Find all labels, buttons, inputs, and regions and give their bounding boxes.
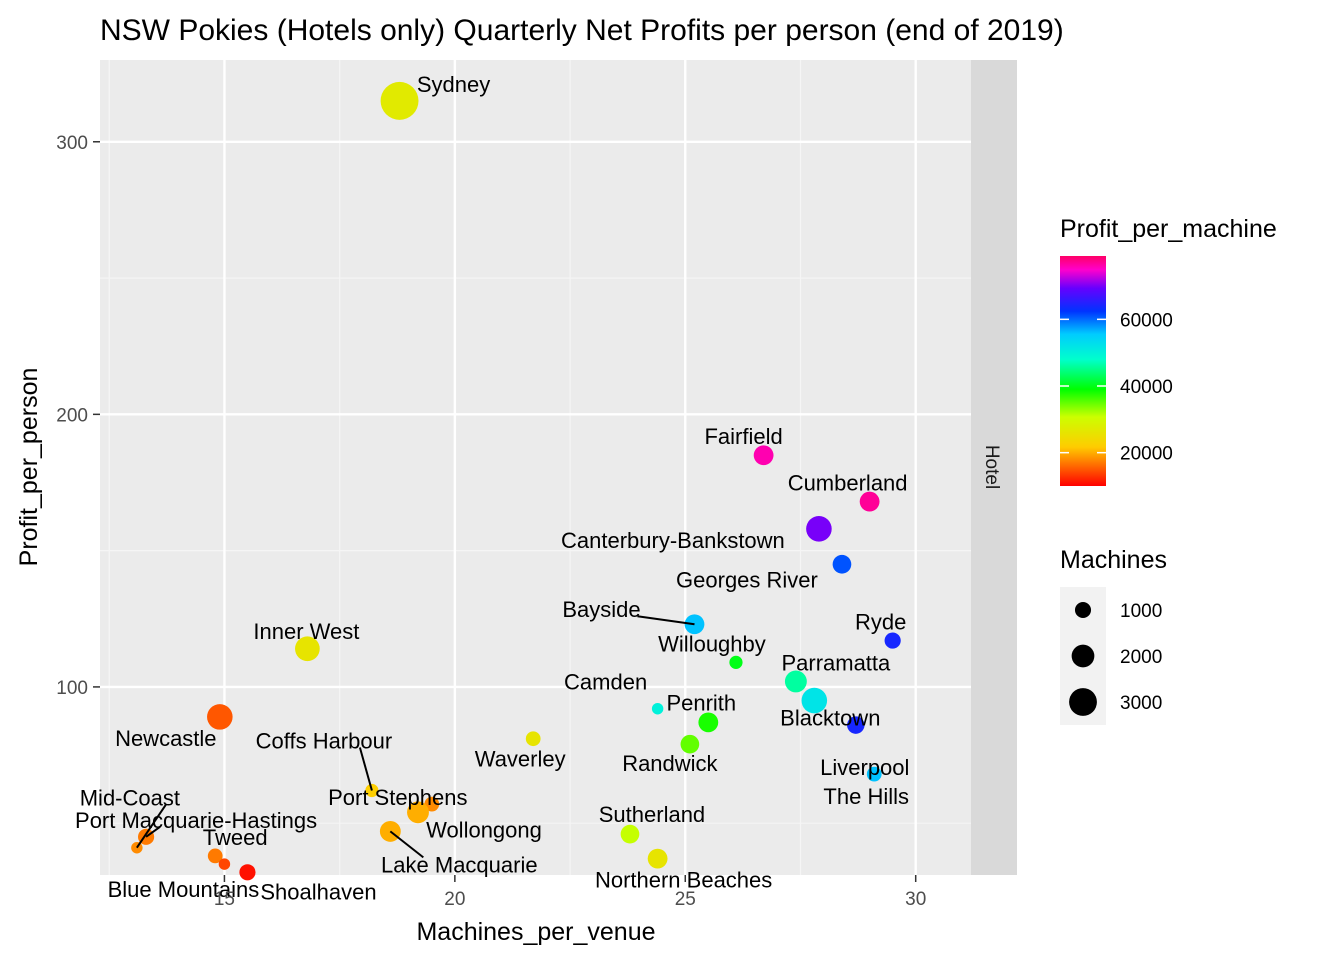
label-willoughby: Willoughby bbox=[658, 631, 766, 656]
label-mid-coast: Mid-Coast bbox=[80, 786, 180, 811]
label-parramatta: Parramatta bbox=[781, 650, 891, 675]
label-newcastle: Newcastle bbox=[115, 726, 216, 751]
point-northern-beaches bbox=[647, 848, 668, 869]
x-tick-label: 25 bbox=[675, 889, 696, 910]
color-legend-label: 60000 bbox=[1120, 310, 1173, 331]
label-liverpool: Liverpool bbox=[820, 755, 909, 780]
point-camden bbox=[651, 703, 664, 715]
facet-strip bbox=[971, 60, 1017, 875]
chart-title: NSW Pokies (Hotels only) Quarterly Net P… bbox=[100, 14, 1064, 47]
label-northern-beaches: Northern Beaches bbox=[595, 868, 772, 893]
size-legend-label: 3000 bbox=[1120, 693, 1162, 714]
label-lake-macquarie: Lake Macquarie bbox=[381, 852, 538, 877]
point-the-hills bbox=[866, 766, 882, 782]
color-legend-label: 40000 bbox=[1120, 377, 1173, 398]
point-sutherland bbox=[620, 824, 640, 844]
label-camden: Camden bbox=[564, 670, 647, 695]
label-wollongong: Wollongong bbox=[426, 817, 542, 842]
leader-line bbox=[145, 826, 161, 838]
label-the-hills: The Hills bbox=[823, 784, 909, 809]
size-legend-dot bbox=[1069, 688, 1097, 716]
y-tick-label: 100 bbox=[56, 678, 88, 699]
x-tick-label: 15 bbox=[214, 889, 235, 910]
point-liverpool bbox=[847, 716, 865, 734]
point-randwick bbox=[680, 734, 700, 754]
point-blue-mountains bbox=[218, 858, 231, 870]
size-legend: 1000 2000 3000 bbox=[1060, 587, 1162, 725]
label-randwick: Randwick bbox=[622, 751, 718, 776]
label-coffs-harbour: Coffs Harbour bbox=[256, 729, 393, 754]
color-legend-ticks: 20000 40000 60000 bbox=[1060, 310, 1173, 465]
size-legend-label: 2000 bbox=[1120, 647, 1162, 668]
label-fairfield: Fairfield bbox=[704, 424, 782, 449]
label-blue-mountains: Blue Mountains bbox=[108, 877, 260, 902]
leader-line bbox=[637, 615, 695, 626]
label-sutherland: Sutherland bbox=[599, 802, 705, 827]
y-tick-label: 300 bbox=[56, 133, 88, 154]
point-cumberland bbox=[859, 491, 880, 512]
point-penrith bbox=[698, 712, 719, 733]
y-axis: 100 200 300 bbox=[56, 133, 100, 699]
label-cumberland: Cumberland bbox=[788, 471, 908, 496]
label-port-macquarie-hastings: Port Macquarie-Hastings bbox=[75, 808, 317, 833]
size-legend-label: 1000 bbox=[1120, 601, 1162, 622]
x-axis-title: Machines_per_venue bbox=[416, 918, 655, 946]
point-ryde bbox=[884, 632, 901, 649]
leader-line bbox=[136, 804, 167, 849]
point-shoalhaven bbox=[239, 864, 256, 881]
point-port-stephens bbox=[424, 796, 440, 812]
label-bayside: Bayside bbox=[562, 597, 640, 622]
point-georges-river bbox=[832, 554, 852, 574]
size-legend-title: Machines bbox=[1060, 546, 1167, 574]
size-legend-dot bbox=[1074, 601, 1092, 619]
point-parramatta bbox=[784, 670, 807, 693]
label-blacktown: Blacktown bbox=[780, 706, 880, 731]
point-sydney bbox=[380, 81, 419, 120]
label-tweed: Tweed bbox=[203, 825, 268, 850]
label-penrith: Penrith bbox=[666, 690, 736, 715]
point-inner-west bbox=[295, 636, 320, 662]
label-inner-west: Inner West bbox=[253, 619, 359, 644]
data-points bbox=[131, 81, 901, 881]
point-waverley bbox=[525, 731, 541, 747]
point-wollongong bbox=[407, 801, 429, 824]
y-tick-label: 200 bbox=[56, 405, 88, 426]
label-canterbury-bankstown: Canterbury-Bankstown bbox=[561, 528, 785, 553]
leader-line bbox=[389, 830, 424, 859]
point-canterbury-bankstown bbox=[806, 516, 832, 542]
label-waverley: Waverley bbox=[475, 747, 566, 772]
x-tick-label: 30 bbox=[905, 889, 926, 910]
label-port-stephens: Port Stephens bbox=[328, 785, 467, 810]
point-newcastle bbox=[207, 704, 233, 730]
color-legend-bar bbox=[1060, 256, 1106, 486]
point-willoughby bbox=[729, 655, 743, 669]
facet-strip-label: Hotel bbox=[981, 445, 1002, 489]
point-coffs-harbour bbox=[365, 783, 379, 798]
color-legend-label: 20000 bbox=[1120, 444, 1173, 465]
leader-line bbox=[358, 747, 373, 791]
label-shoalhaven: Shoalhaven bbox=[260, 879, 376, 904]
point-tweed bbox=[207, 848, 223, 864]
point-fairfield bbox=[753, 445, 774, 466]
label-georges-river: Georges River bbox=[676, 567, 818, 592]
x-tick-label: 20 bbox=[444, 889, 465, 910]
label-sydney: Sydney bbox=[417, 72, 490, 97]
label-ryde: Ryde bbox=[855, 610, 906, 635]
y-axis-title: Profit_per_person bbox=[15, 368, 43, 567]
grid-minor bbox=[100, 60, 971, 875]
x-axis: 15 20 25 30 bbox=[214, 875, 926, 910]
color-legend-title: Profit_per_machine bbox=[1060, 215, 1277, 243]
label-leader-lines bbox=[136, 615, 695, 859]
size-legend-dot bbox=[1071, 644, 1095, 668]
point-mid-coast bbox=[131, 842, 143, 854]
point-blacktown bbox=[801, 687, 828, 714]
